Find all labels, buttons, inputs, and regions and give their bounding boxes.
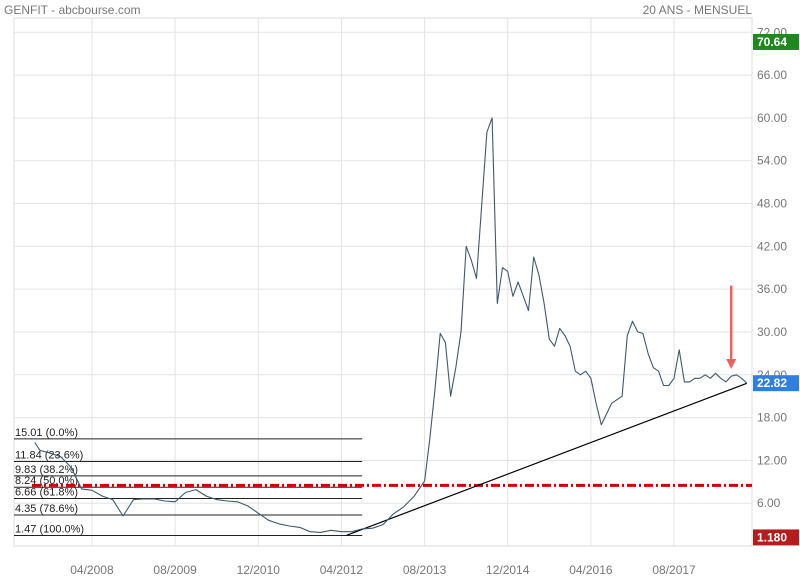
y-tick-label: 12.00: [757, 453, 787, 467]
x-tick-label: 08/2017: [652, 563, 696, 577]
y-tick-label: 42.00: [757, 239, 787, 253]
x-tick-label: 12/2010: [237, 563, 281, 577]
price-line: [34, 117, 748, 533]
fib-level-label: 4.35 (78.6%): [15, 503, 78, 515]
y-tick-label: 30.00: [757, 325, 787, 339]
fib-level-label: 6.66 (61.8%): [15, 486, 78, 498]
x-tick-label: 08/2013: [403, 563, 447, 577]
chart-period: 20 ANS - MENSUEL: [642, 3, 752, 17]
y-tick-label: 66.00: [757, 68, 787, 82]
x-tick-label: 04/2008: [70, 563, 114, 577]
fib-level-label: 1.47 (100.0%): [15, 524, 84, 536]
y-tick-label: 54.00: [757, 154, 787, 168]
chart-title: GENFIT - abcbourse.com: [4, 3, 141, 17]
fib-level-label: 15.01 (0.0%): [15, 427, 78, 439]
support-trendline: [346, 382, 748, 536]
x-tick-label: 04/2016: [569, 563, 613, 577]
value-badge-label: 1.180: [757, 530, 787, 544]
y-tick-label: 6.00: [757, 496, 781, 510]
fib-level-label: 11.84 (23.6%): [15, 450, 83, 462]
y-tick-label: 36.00: [757, 282, 787, 296]
value-badge-label: 22.82: [757, 376, 787, 390]
x-tick-label: 04/2012: [320, 563, 364, 577]
value-badge: [753, 33, 799, 50]
y-tick-label: 18.00: [757, 411, 787, 425]
fib-level-label: 9.83 (38.2%): [15, 464, 78, 476]
y-tick-label: 60.00: [757, 111, 787, 125]
value-badge-label: 70.64: [757, 35, 787, 49]
plot-frame: [13, 17, 753, 547]
value-badge: [753, 529, 799, 546]
value-badge: [753, 375, 799, 392]
x-tick-label: 12/2014: [486, 563, 530, 577]
annotation-arrowhead: [726, 359, 737, 370]
y-tick-label: 48.00: [757, 197, 787, 211]
x-tick-label: 08/2009: [153, 563, 197, 577]
